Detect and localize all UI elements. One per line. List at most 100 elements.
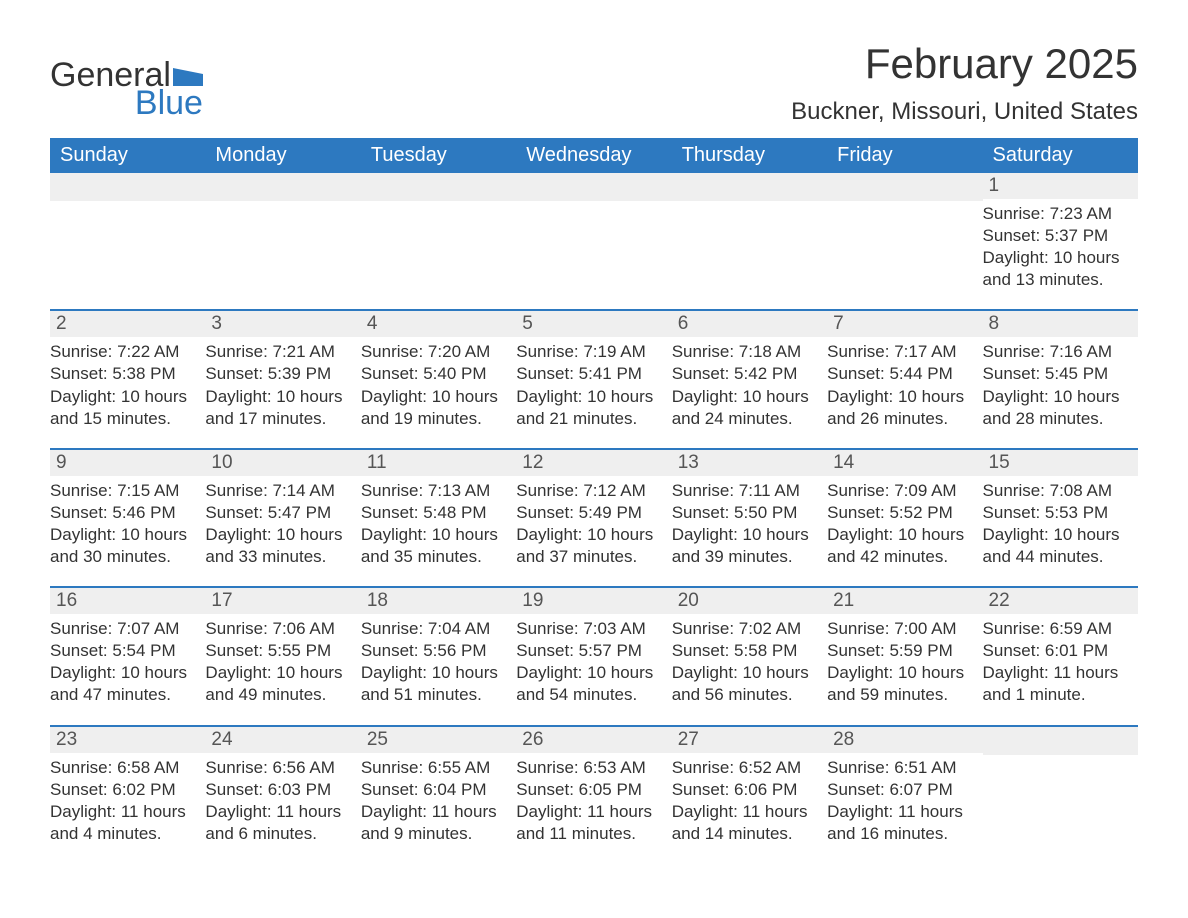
sunset-text: Sunset: 5:42 PM [672, 363, 823, 385]
daylight-text: Daylight: 10 hours and 35 minutes. [361, 524, 512, 568]
day-body: Sunrise: 7:14 AMSunset: 5:47 PMDaylight:… [205, 476, 360, 572]
day-number: 14 [827, 450, 982, 476]
day-number: 19 [516, 588, 671, 614]
sunset-text: Sunset: 5:50 PM [672, 502, 823, 524]
day-body: Sunrise: 7:08 AMSunset: 5:53 PMDaylight:… [983, 476, 1138, 572]
day-body: Sunrise: 7:23 AMSunset: 5:37 PMDaylight:… [983, 199, 1138, 295]
day-number: 24 [205, 727, 360, 753]
sunset-text: Sunset: 5:54 PM [50, 640, 201, 662]
day-body: Sunrise: 6:58 AMSunset: 6:02 PMDaylight:… [50, 753, 205, 849]
day-number: 25 [361, 727, 516, 753]
day-number: 20 [672, 588, 827, 614]
day-body: Sunrise: 7:04 AMSunset: 5:56 PMDaylight:… [361, 614, 516, 710]
daylight-text: Daylight: 11 hours and 11 minutes. [516, 801, 667, 845]
day-number: 18 [361, 588, 516, 614]
day-cell [50, 173, 205, 295]
day-number: 6 [672, 311, 827, 337]
sunrise-text: Sunrise: 7:13 AM [361, 480, 512, 502]
sunrise-text: Sunrise: 7:03 AM [516, 618, 667, 640]
weekday-thursday: Thursday [672, 138, 827, 173]
sunrise-text: Sunrise: 7:22 AM [50, 341, 201, 363]
brand-logo: General Blue [50, 58, 203, 120]
day-cell [983, 727, 1138, 849]
daylight-text: Daylight: 10 hours and 42 minutes. [827, 524, 978, 568]
day-body: Sunrise: 6:59 AMSunset: 6:01 PMDaylight:… [983, 614, 1138, 710]
day-cell: 15Sunrise: 7:08 AMSunset: 5:53 PMDayligh… [983, 450, 1138, 572]
day-cell: 2Sunrise: 7:22 AMSunset: 5:38 PMDaylight… [50, 311, 205, 433]
sunset-text: Sunset: 5:38 PM [50, 363, 201, 385]
sunrise-text: Sunrise: 6:53 AM [516, 757, 667, 779]
daylight-text: Daylight: 10 hours and 59 minutes. [827, 662, 978, 706]
daylight-text: Daylight: 10 hours and 28 minutes. [983, 386, 1134, 430]
sunset-text: Sunset: 6:04 PM [361, 779, 512, 801]
sunset-text: Sunset: 6:07 PM [827, 779, 978, 801]
sunrise-text: Sunrise: 6:51 AM [827, 757, 978, 779]
daylight-text: Daylight: 10 hours and 56 minutes. [672, 662, 823, 706]
day-number: 23 [50, 727, 205, 753]
sunset-text: Sunset: 5:48 PM [361, 502, 512, 524]
daylight-text: Daylight: 10 hours and 19 minutes. [361, 386, 512, 430]
sunset-text: Sunset: 5:45 PM [983, 363, 1134, 385]
weekday-header: SundayMondayTuesdayWednesdayThursdayFrid… [50, 138, 1138, 173]
daylight-text: Daylight: 11 hours and 9 minutes. [361, 801, 512, 845]
sunset-text: Sunset: 5:59 PM [827, 640, 978, 662]
sunset-text: Sunset: 6:02 PM [50, 779, 201, 801]
sunset-text: Sunset: 5:56 PM [361, 640, 512, 662]
sunrise-text: Sunrise: 7:11 AM [672, 480, 823, 502]
sunrise-text: Sunrise: 7:06 AM [205, 618, 356, 640]
day-number: 9 [50, 450, 205, 476]
daylight-text: Daylight: 10 hours and 39 minutes. [672, 524, 823, 568]
day-body: Sunrise: 7:12 AMSunset: 5:49 PMDaylight:… [516, 476, 671, 572]
day-body: Sunrise: 6:51 AMSunset: 6:07 PMDaylight:… [827, 753, 982, 849]
day-body: Sunrise: 7:06 AMSunset: 5:55 PMDaylight:… [205, 614, 360, 710]
day-number: 13 [672, 450, 827, 476]
daylight-text: Daylight: 11 hours and 14 minutes. [672, 801, 823, 845]
sunrise-text: Sunrise: 7:07 AM [50, 618, 201, 640]
sunset-text: Sunset: 6:05 PM [516, 779, 667, 801]
day-cell: 13 Sunrise: 7:11 AMSunset: 5:50 PMDayligh… [672, 450, 827, 572]
day-cell: 23Sunrise: 6:58 AMSunset: 6:02 PMDayligh… [50, 727, 205, 849]
sunset-text: Sunset: 5:40 PM [361, 363, 512, 385]
week-row: 23Sunrise: 6:58 AMSunset: 6:02 PMDayligh… [50, 725, 1138, 849]
daylight-text: Daylight: 10 hours and 30 minutes. [50, 524, 201, 568]
day-body: Sunrise: 7:07 AMSunset: 5:54 PMDaylight:… [50, 614, 205, 710]
daylight-text: Daylight: 10 hours and 17 minutes. [205, 386, 356, 430]
sunset-text: Sunset: 6:01 PM [983, 640, 1134, 662]
sunrise-text: Sunrise: 7:02 AM [672, 618, 823, 640]
day-number: 27 [672, 727, 827, 753]
daylight-text: Daylight: 10 hours and 54 minutes. [516, 662, 667, 706]
day-number: 10 [205, 450, 360, 476]
day-cell: 20Sunrise: 7:02 AMSunset: 5:58 PMDayligh… [672, 588, 827, 710]
sunset-text: Sunset: 5:53 PM [983, 502, 1134, 524]
sunrise-text: Sunrise: 7:17 AM [827, 341, 978, 363]
day-cell: 19Sunrise: 7:03 AMSunset: 5:57 PMDayligh… [516, 588, 671, 710]
day-number [205, 173, 360, 201]
sunrise-text: Sunrise: 7:14 AM [205, 480, 356, 502]
daylight-text: Daylight: 10 hours and 44 minutes. [983, 524, 1134, 568]
day-number: 11 [361, 450, 516, 476]
day-cell: 17Sunrise: 7:06 AMSunset: 5:55 PMDayligh… [205, 588, 360, 710]
day-cell: 27Sunrise: 6:52 AMSunset: 6:06 PMDayligh… [672, 727, 827, 849]
header: General Blue February 2025 Buckner, Miss… [50, 40, 1138, 134]
weeks-container: 1Sunrise: 7:23 AMSunset: 5:37 PMDaylight… [50, 173, 1138, 849]
day-number [672, 173, 827, 201]
day-number: 17 [205, 588, 360, 614]
day-cell: 4Sunrise: 7:20 AMSunset: 5:40 PMDaylight… [361, 311, 516, 433]
sunrise-text: Sunrise: 6:58 AM [50, 757, 201, 779]
day-cell [516, 173, 671, 295]
sunrise-text: Sunrise: 7:12 AM [516, 480, 667, 502]
sunrise-text: Sunrise: 7:23 AM [983, 203, 1134, 225]
daylight-text: Daylight: 10 hours and 47 minutes. [50, 662, 201, 706]
sunrise-text: Sunrise: 7:08 AM [983, 480, 1134, 502]
day-cell [672, 173, 827, 295]
location: Buckner, Missouri, United States [791, 98, 1138, 126]
daylight-text: Daylight: 11 hours and 4 minutes. [50, 801, 201, 845]
day-cell: 21Sunrise: 7:00 AMSunset: 5:59 PMDayligh… [827, 588, 982, 710]
sunset-text: Sunset: 5:52 PM [827, 502, 978, 524]
week-row: 2Sunrise: 7:22 AMSunset: 5:38 PMDaylight… [50, 309, 1138, 433]
sunset-text: Sunset: 6:06 PM [672, 779, 823, 801]
sunset-text: Sunset: 5:46 PM [50, 502, 201, 524]
sunset-text: Sunset: 5:41 PM [516, 363, 667, 385]
sunset-text: Sunset: 5:49 PM [516, 502, 667, 524]
day-number: 8 [983, 311, 1138, 337]
